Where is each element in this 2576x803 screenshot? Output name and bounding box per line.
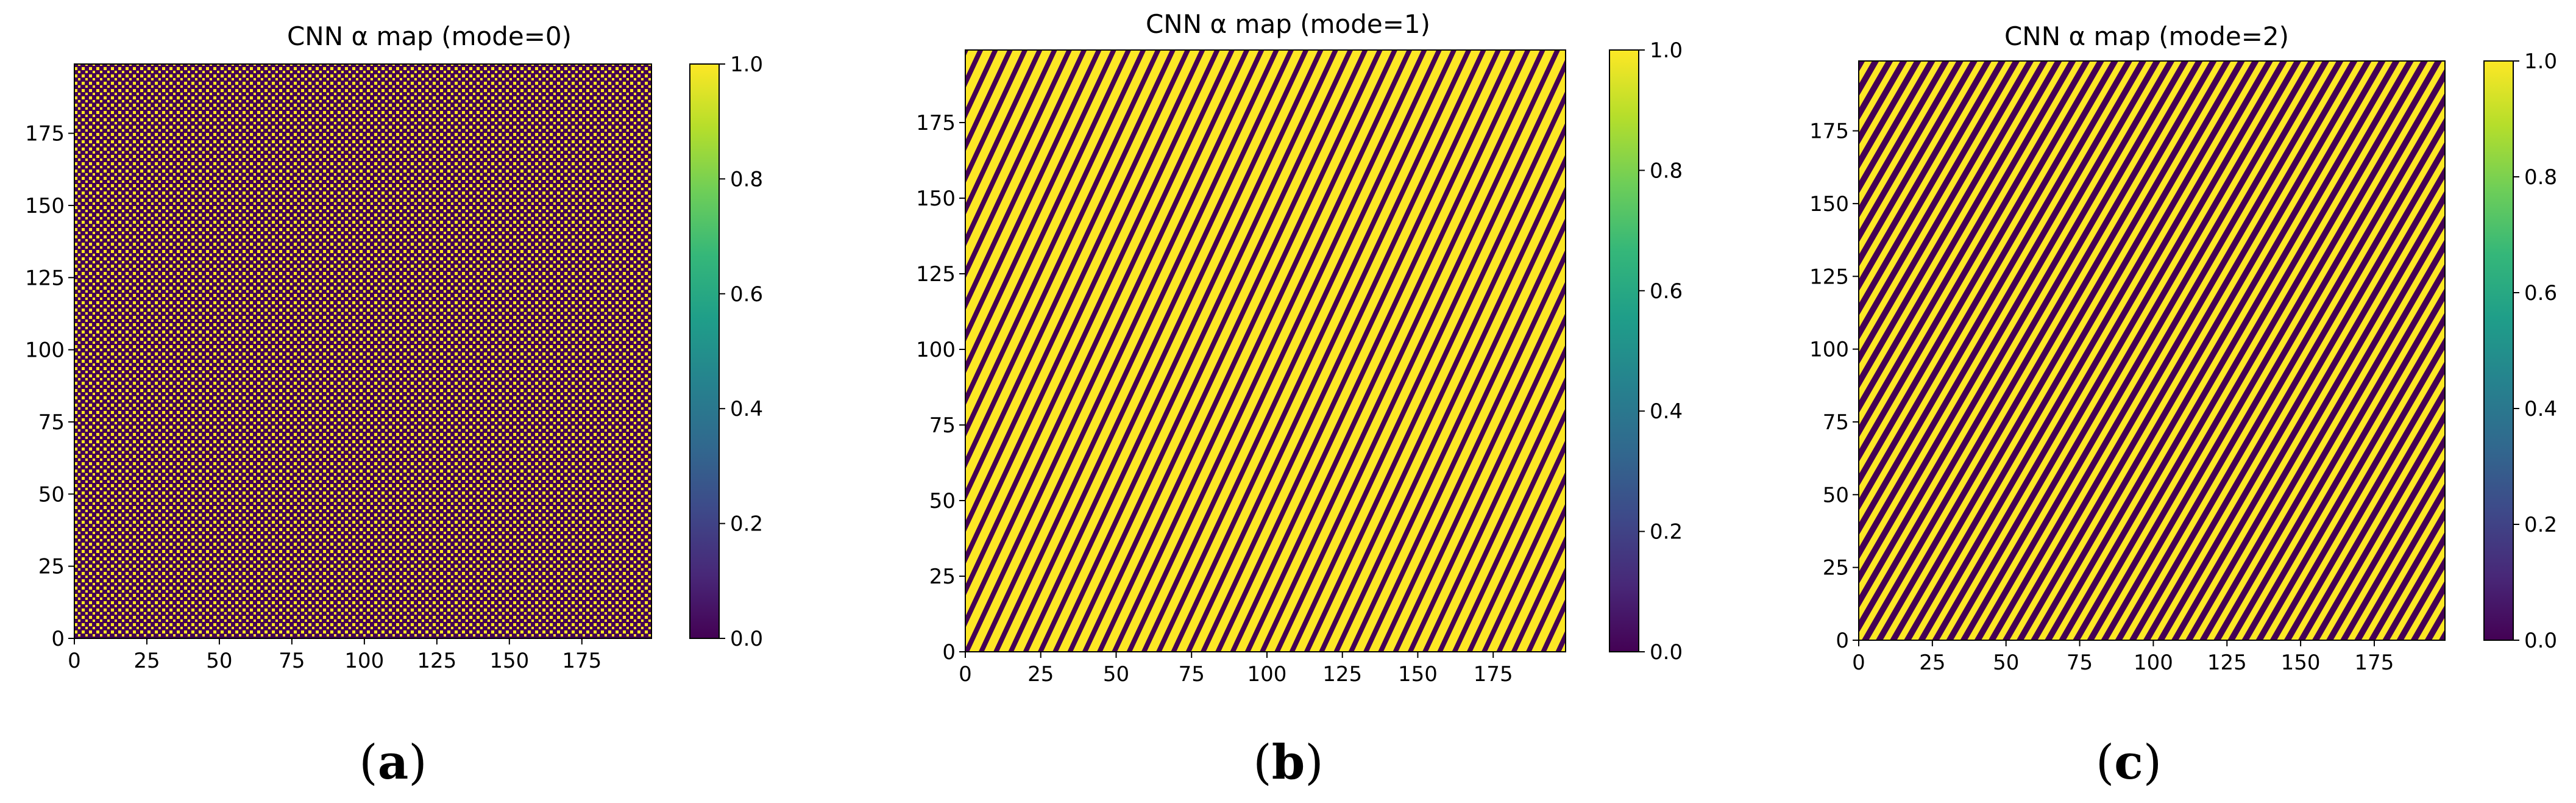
x-tick-label: 175 (2355, 651, 2394, 675)
heatmap-image (74, 64, 651, 638)
x-tick-label: 175 (1474, 662, 1513, 687)
y-tick-label: 175 (25, 122, 65, 146)
x-tick-label: 150 (1398, 662, 1438, 687)
x-tick-label: 125 (2207, 651, 2247, 675)
x-tick-label: 25 (1919, 651, 1945, 675)
panel-b-title: CNN α map (mode=1) (1145, 9, 1430, 39)
y-tick-label: 125 (25, 266, 65, 290)
x-tick-label: 125 (1322, 662, 1362, 687)
y-tick-label: 75 (1823, 410, 1849, 435)
colorbar-tick-label: 0.4 (2524, 397, 2557, 421)
colorbar (689, 63, 720, 639)
heatmap-image (965, 50, 1566, 652)
colorbar (2483, 60, 2514, 641)
plot-frame (1858, 60, 2446, 641)
colorbar-tick-label: 0.2 (730, 512, 763, 537)
colorbar-tick-label: 0.0 (1650, 640, 1683, 665)
plot-frame (74, 63, 652, 639)
y-tick-label: 50 (38, 482, 65, 507)
y-tick-label: 0 (1836, 629, 1849, 653)
colorbar-tick-label: 0.6 (2524, 281, 2557, 305)
colorbar-tick-label: 0.0 (730, 627, 763, 651)
y-tick-label: 125 (1809, 265, 1849, 289)
x-tick-label: 0 (68, 649, 81, 673)
panel-a-title: CNN α map (mode=0) (286, 21, 572, 51)
y-tick-label: 25 (1823, 556, 1849, 580)
colorbar-tick-label: 0.8 (2524, 165, 2557, 190)
y-tick-label: 100 (916, 338, 956, 362)
panel-a-chart: 0 25 50 75 100 125 150 175 0 25 50 75 100 125 150 175 0.… (25, 52, 763, 673)
panel-c-title: CNN α map (mode=2) (2004, 21, 2289, 51)
x-tick-label: 75 (279, 649, 305, 673)
y-tick-label: 75 (38, 410, 65, 435)
colorbar-tick-label: 0.2 (2524, 513, 2557, 537)
panel-c: CNN α map (mode=2) 0 25 50 75 100 125 150 175 0 2… (1717, 0, 2576, 803)
x-tick-label: 100 (2134, 651, 2173, 675)
x-tick-label: 150 (2281, 651, 2321, 675)
y-tick-label: 150 (25, 194, 65, 218)
x-tick-label: 150 (489, 649, 529, 673)
x-tick-label: 75 (2067, 651, 2093, 675)
colorbar-tick-label: 1.0 (2524, 49, 2557, 74)
y-tick-label: 100 (1809, 338, 1849, 362)
panel-c-label: (c) (2095, 735, 2162, 790)
colorbar-tick-label: 1.0 (1650, 38, 1683, 63)
x-tick-label: 125 (417, 649, 456, 673)
y-tick-label: 175 (916, 111, 956, 135)
x-tick-label: 100 (344, 649, 384, 673)
y-tick-label: 25 (929, 565, 956, 589)
y-tick-label: 100 (25, 338, 65, 363)
panel-a: CNN α map (mode=0) 0 25 50 75 100 125 150 175 0 2… (0, 0, 859, 803)
x-tick-label: 0 (1852, 651, 1865, 675)
x-tick-label: 0 (959, 662, 972, 687)
x-tick-label: 100 (1247, 662, 1287, 687)
x-tick-label: 50 (1103, 662, 1129, 687)
colorbar-tick-label: 0.6 (1650, 279, 1683, 304)
y-tick-label: 50 (929, 489, 956, 513)
panel-b-label: (b) (1253, 735, 1324, 790)
colorbar-tick-label: 0.4 (1650, 399, 1683, 424)
colorbar-tick-label: 0.8 (730, 167, 763, 191)
colorbar-tick-label: 0.0 (2524, 629, 2557, 653)
x-tick-label: 25 (1027, 662, 1054, 687)
panel-c-chart: 0 25 50 75 100 125 150 175 0 25 50 75 100 125 150 175 0.… (1809, 49, 2557, 675)
y-tick-label: 25 (38, 555, 65, 579)
y-tick-label: 0 (942, 640, 956, 665)
x-tick-label: 75 (1179, 662, 1205, 687)
y-tick-label: 75 (929, 413, 956, 438)
colorbar-tick-label: 0.2 (1650, 520, 1683, 544)
y-tick-label: 150 (916, 187, 956, 211)
y-tick-label: 150 (1809, 192, 1849, 216)
x-tick-label: 175 (562, 649, 601, 673)
y-tick-label: 50 (1823, 483, 1849, 507)
y-tick-label: 0 (51, 627, 65, 651)
heatmap-image (1859, 61, 2445, 640)
colorbar-tick-label: 0.6 (730, 282, 763, 307)
colorbar-tick-label: 0.8 (1650, 159, 1683, 183)
y-tick-label: 175 (1809, 120, 1849, 144)
x-tick-label: 50 (1993, 651, 2019, 675)
x-tick-label: 25 (133, 649, 160, 673)
panel-b-chart: 0 25 50 75 100 125 150 175 0 25 50 75 100 125 150 175 0.… (916, 38, 1683, 687)
colorbar-tick-label: 1.0 (730, 52, 763, 77)
x-tick-label: 50 (206, 649, 232, 673)
colorbar (1609, 49, 1639, 652)
panel-a-label: (a) (359, 735, 427, 790)
plot-frame (965, 49, 1566, 652)
y-tick-label: 125 (916, 262, 956, 287)
colorbar-tick-label: 0.4 (730, 397, 763, 421)
panel-b: CNN α map (mode=1) 0 25 50 75 100 125 150 175 0 2… (859, 0, 1717, 803)
